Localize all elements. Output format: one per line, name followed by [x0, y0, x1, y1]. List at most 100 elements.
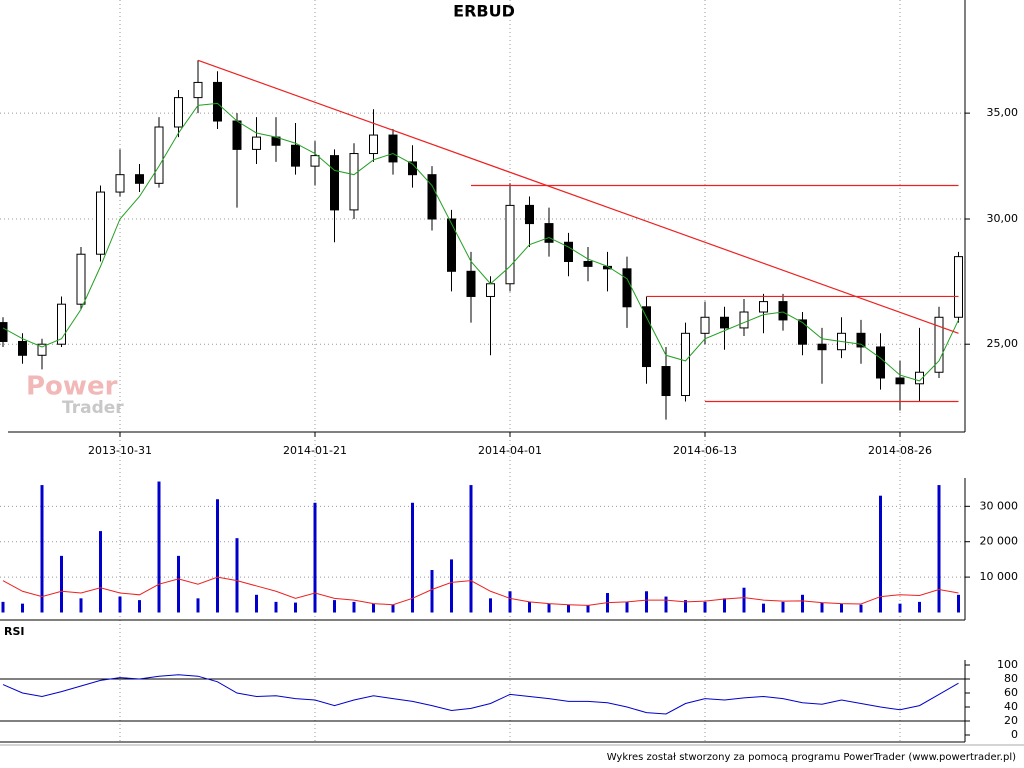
rsi-line: [2, 674, 959, 715]
volume-bar: [625, 601, 629, 613]
candle-body: [154, 126, 164, 184]
volume-bar: [859, 604, 863, 613]
volume-bar: [489, 598, 492, 613]
y-tick-label: 100: [997, 658, 1018, 671]
moving-average: [2, 102, 959, 382]
candle-body: [466, 270, 476, 297]
candle-body: [622, 268, 632, 308]
x-tick-label: 2013-10-31: [88, 444, 152, 457]
candle-body: [778, 301, 788, 321]
footer: Wykres został stworzony za pomocą progra…: [607, 752, 1016, 763]
volume-bar: [391, 604, 395, 613]
volume-bar: [898, 603, 902, 613]
volume-bar: [430, 570, 434, 613]
candle-body: [544, 223, 554, 243]
volume-bar: [957, 594, 960, 613]
logo: Trader: [62, 398, 124, 418]
volume-bar: [469, 485, 473, 613]
candle-body: [135, 174, 144, 184]
candle-body: [193, 81, 203, 99]
volume-bar: [1, 601, 5, 613]
volume-bar: [196, 598, 200, 613]
candle-body: [525, 204, 534, 225]
y-tick-label: 30 000: [980, 499, 1019, 512]
volume-bar: [235, 538, 239, 613]
candle-body: [915, 371, 924, 385]
x-tick-label: 2014-04-01: [478, 444, 542, 457]
volume-bar: [99, 531, 102, 613]
volume-bar: [508, 591, 512, 613]
y-tick-label: 40: [1004, 700, 1018, 713]
volume-bar: [801, 594, 804, 613]
candle-body: [564, 241, 573, 262]
volume-bar: [352, 601, 356, 613]
y-tick-label: 0: [1011, 728, 1018, 741]
volume-bar: [781, 601, 785, 613]
volume-bar: [742, 587, 746, 613]
volume-bar: [60, 555, 63, 613]
volume-bar: [157, 481, 161, 613]
candle-body: [369, 134, 378, 155]
candle-body: [427, 174, 437, 220]
volume-average: [2, 576, 959, 606]
candle-body: [37, 343, 47, 356]
volume-bar: [138, 600, 141, 613]
volume-bar: [216, 499, 219, 613]
y-tick-label: 80: [1004, 672, 1018, 685]
candle-body: [642, 306, 651, 368]
volume-bar: [450, 559, 453, 613]
trend-line: [197, 59, 959, 334]
candle-body: [213, 81, 222, 122]
panel-title: RSI: [4, 625, 25, 638]
candle-body: [798, 319, 807, 345]
candle-body: [739, 311, 749, 329]
volume-bar: [528, 601, 531, 613]
candle-body: [681, 332, 690, 397]
volume-bar: [703, 601, 707, 613]
candle-body: [76, 253, 86, 305]
volume-bar: [918, 601, 921, 613]
volume-bar: [372, 603, 375, 613]
candle-body: [583, 260, 593, 267]
candle-body: [291, 144, 300, 167]
candle-body: [759, 301, 768, 313]
volume-bar: [820, 602, 824, 613]
volume-bar: [313, 502, 317, 613]
candle-body: [18, 340, 27, 356]
volume-bar: [762, 603, 765, 613]
candle-body: [720, 316, 729, 329]
volume-bar: [723, 598, 726, 613]
volume-bar: [294, 602, 297, 613]
y-tick-label: 60: [1004, 686, 1018, 699]
y-tick-label: 20: [1004, 714, 1018, 727]
candle-body: [856, 332, 866, 348]
x-tick-label: 2014-01-21: [283, 444, 347, 457]
candle-body: [700, 316, 710, 334]
candle-body: [174, 97, 183, 128]
candle-body: [447, 218, 456, 272]
x-tick-label: 2014-08-26: [868, 444, 932, 457]
volume-bar: [547, 603, 551, 613]
candle-body: [349, 153, 359, 211]
volume-bar: [21, 603, 24, 613]
candle-body: [96, 191, 105, 255]
y-tick-label: 30,00: [987, 212, 1019, 225]
volume-bar: [333, 600, 336, 613]
volume-bar: [567, 604, 570, 613]
volume-bar: [40, 485, 44, 613]
y-tick-label: 35,00: [987, 106, 1019, 119]
candle-body: [895, 377, 905, 385]
volume-bar: [664, 596, 668, 613]
candle-body: [57, 303, 66, 345]
volume-bar: [274, 601, 278, 613]
candle-body: [486, 283, 495, 297]
volume-bar: [177, 555, 180, 613]
chart-title: ERBUD: [453, 2, 515, 21]
volume-bar: [411, 502, 414, 613]
x-tick-label: 2014-06-13: [673, 444, 737, 457]
volume-bar: [840, 603, 843, 613]
volume-bar: [79, 598, 83, 613]
volume-bar: [684, 600, 687, 613]
candle-body: [876, 346, 885, 379]
